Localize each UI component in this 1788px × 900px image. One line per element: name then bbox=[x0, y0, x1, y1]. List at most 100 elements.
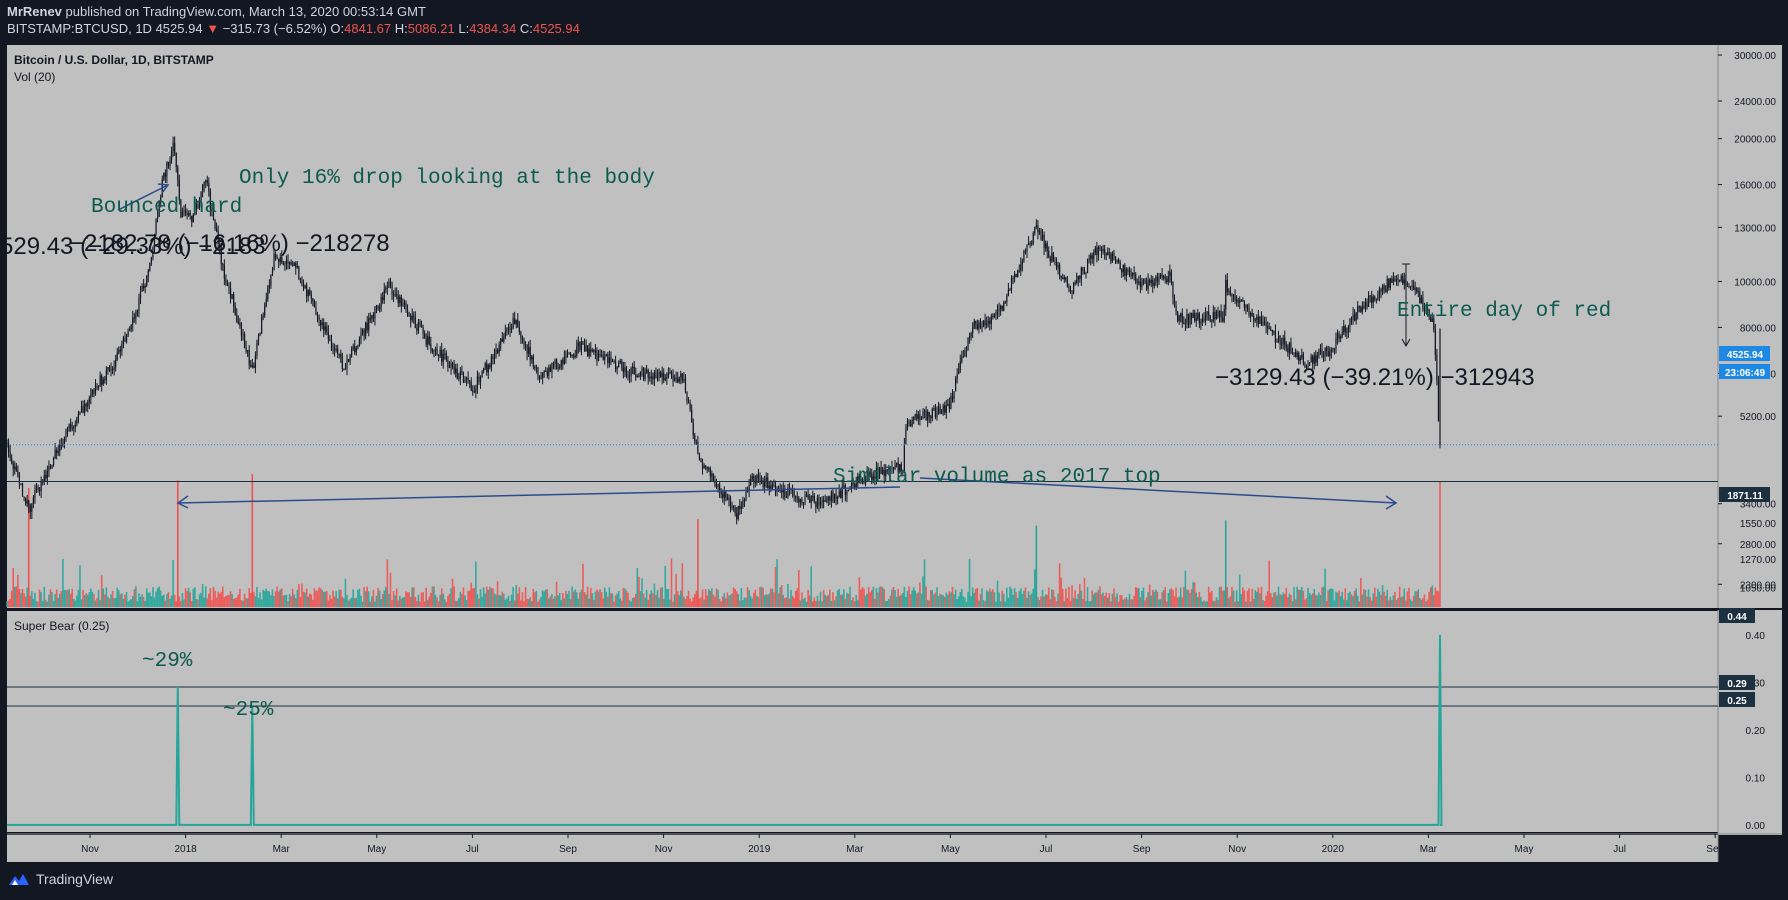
candle-body bbox=[1150, 279, 1152, 283]
candle-body bbox=[450, 363, 452, 368]
volume-bar bbox=[1016, 598, 1019, 607]
candle-body bbox=[875, 467, 878, 479]
volume-bar bbox=[903, 586, 906, 607]
candle-body bbox=[759, 478, 761, 481]
author-name[interactable]: MrRenev bbox=[7, 4, 62, 19]
volume-bar bbox=[926, 599, 929, 607]
volume-bar bbox=[1409, 599, 1412, 607]
volume-bar bbox=[1332, 588, 1334, 607]
volume-bar bbox=[475, 561, 477, 607]
candle-body bbox=[728, 497, 730, 500]
volume-bar bbox=[498, 595, 500, 607]
volume-bar bbox=[1054, 596, 1056, 607]
volume-bar bbox=[520, 600, 522, 607]
volume-bar bbox=[319, 588, 322, 607]
volume-bar bbox=[934, 592, 937, 607]
volume-bar bbox=[100, 575, 103, 607]
volume-bar bbox=[746, 587, 749, 607]
volume-bar bbox=[737, 594, 740, 607]
candle-body bbox=[59, 444, 61, 452]
candle-body bbox=[383, 289, 385, 301]
volume-bar bbox=[1119, 595, 1121, 607]
candle-body bbox=[172, 142, 174, 151]
candle-body bbox=[1220, 310, 1222, 318]
candle-body bbox=[1156, 276, 1159, 282]
volume-bar bbox=[1346, 600, 1348, 607]
volume-bar bbox=[1186, 589, 1188, 607]
candle-body bbox=[358, 339, 361, 347]
volume-bar bbox=[787, 584, 789, 607]
price-tick-label: 24000.00 bbox=[1734, 97, 1776, 108]
candle-body bbox=[1149, 280, 1151, 283]
volume-bar bbox=[1240, 594, 1243, 607]
volume-bar bbox=[889, 595, 892, 607]
volume-bar bbox=[99, 600, 101, 607]
candle-body bbox=[698, 453, 701, 460]
candle-body bbox=[467, 377, 469, 381]
volume-bar bbox=[721, 596, 724, 607]
volume-bar bbox=[1232, 590, 1235, 607]
candle-body bbox=[1388, 278, 1390, 288]
candle-body bbox=[816, 497, 819, 508]
candle-body bbox=[560, 360, 562, 367]
volume-bar bbox=[293, 594, 296, 607]
candle-body bbox=[892, 467, 895, 470]
candle-body bbox=[830, 491, 833, 501]
volume-bar bbox=[288, 593, 291, 607]
candle-body bbox=[909, 423, 912, 426]
candle-body bbox=[835, 493, 837, 500]
candle-body bbox=[369, 318, 371, 320]
volume-bar bbox=[610, 592, 612, 607]
volume-bar bbox=[535, 590, 538, 607]
candle-body bbox=[25, 498, 27, 504]
candle-body bbox=[500, 338, 502, 345]
candle-body bbox=[660, 372, 662, 377]
candle-body bbox=[444, 353, 446, 355]
volume-bar bbox=[1269, 593, 1272, 607]
candle-body bbox=[1304, 363, 1306, 367]
volume-bar bbox=[259, 592, 261, 607]
candle-body bbox=[1080, 267, 1082, 279]
volume-bar bbox=[1209, 592, 1212, 607]
candle-body bbox=[85, 404, 87, 407]
candle-body bbox=[57, 451, 59, 454]
candle-body bbox=[490, 356, 492, 368]
volume-bar bbox=[779, 587, 781, 607]
volume-bar bbox=[574, 589, 577, 607]
volume-bar bbox=[728, 595, 730, 607]
candle-body bbox=[203, 182, 205, 186]
volume-bar bbox=[470, 582, 473, 607]
volume-bar bbox=[915, 593, 918, 607]
candle-body bbox=[843, 485, 845, 487]
candle-body bbox=[240, 323, 243, 336]
volume-bar bbox=[644, 597, 646, 607]
candle-body bbox=[1363, 306, 1365, 309]
volume-bar bbox=[760, 586, 763, 607]
candle-body bbox=[1045, 243, 1047, 249]
volume-bar bbox=[487, 589, 490, 607]
candle-body bbox=[925, 410, 927, 421]
volume-bar bbox=[714, 596, 716, 607]
volume-bar bbox=[58, 593, 61, 607]
candle-body bbox=[1409, 286, 1412, 288]
candle-body bbox=[896, 462, 898, 465]
candle-body bbox=[379, 307, 381, 310]
volume-bar bbox=[1220, 586, 1222, 607]
close-value: 4525.94 bbox=[532, 21, 580, 36]
tradingview-footer[interactable]: TradingView bbox=[8, 871, 113, 887]
candle-body bbox=[1072, 282, 1075, 294]
volume-bar bbox=[51, 592, 53, 607]
candle-body bbox=[771, 484, 774, 489]
volume-bar bbox=[912, 587, 915, 607]
volume-bar bbox=[43, 586, 46, 607]
volume-bar bbox=[239, 588, 241, 607]
volume-bar bbox=[675, 573, 677, 607]
volume-bar bbox=[832, 592, 834, 607]
volume-bar bbox=[843, 589, 845, 607]
volume-bar bbox=[20, 592, 22, 607]
candle-body bbox=[48, 466, 50, 472]
candle-body bbox=[119, 349, 121, 352]
candle-body bbox=[1108, 252, 1110, 254]
volume-bar bbox=[1285, 587, 1288, 607]
